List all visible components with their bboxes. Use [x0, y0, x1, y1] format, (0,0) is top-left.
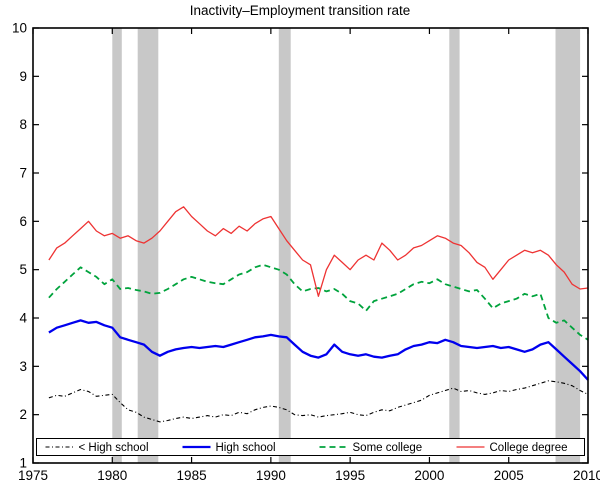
series-line-college-degree — [48, 206, 589, 297]
series-line--high-school — [48, 380, 589, 423]
recession-band — [112, 28, 122, 463]
recession-band — [278, 28, 291, 463]
y-tick-label: 5 — [19, 262, 27, 277]
legend-label: High school — [216, 442, 276, 454]
legend-label: College degree — [490, 442, 568, 454]
x-tick-label: 2005 — [494, 468, 524, 483]
y-tick-label: 1 — [19, 456, 27, 471]
x-tick-label: 1990 — [256, 468, 286, 483]
y-tick-label: 7 — [19, 166, 27, 181]
x-tick-label: 1985 — [177, 468, 207, 483]
legend: < High school High school Some college Coll… — [36, 438, 585, 456]
recession-band — [137, 28, 159, 463]
legend-label: Some college — [353, 442, 423, 454]
x-tick-label: 2000 — [414, 468, 444, 483]
x-tick-label: 1975 — [18, 468, 48, 483]
y-tick-label: 4 — [19, 311, 27, 326]
x-tick-label: 1995 — [335, 468, 365, 483]
series-line-some-college — [48, 263, 589, 341]
legend-label: < High school — [79, 442, 149, 454]
y-tick-label: 8 — [19, 117, 27, 132]
chart-title: Inactivity–Employment transition rate — [189, 3, 411, 18]
axes-box — [32, 27, 589, 464]
legend-box — [36, 438, 585, 456]
y-tick-label: 3 — [19, 359, 27, 374]
x-tick-label: 1980 — [97, 468, 127, 483]
y-tick-label: 2 — [19, 407, 27, 422]
recession-band — [449, 28, 460, 463]
series-line-high-school — [48, 319, 589, 381]
x-tick-label: 2010 — [573, 468, 600, 483]
y-tick-label: 9 — [19, 69, 27, 84]
y-tick-label: 6 — [19, 214, 27, 229]
y-tick-label: 10 — [12, 21, 27, 36]
recession-band — [555, 28, 581, 463]
